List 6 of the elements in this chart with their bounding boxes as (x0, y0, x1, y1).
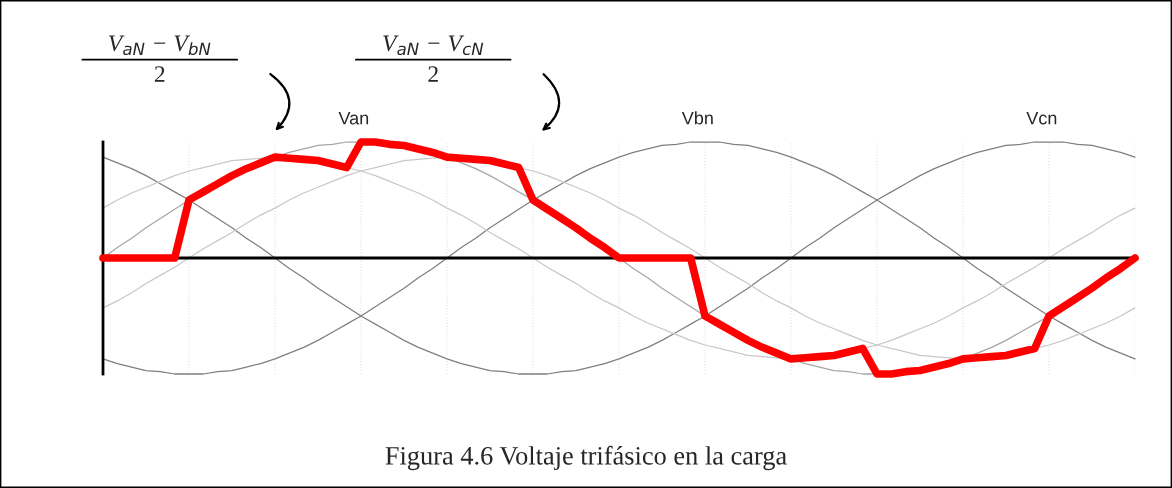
text: Figura 4.6 Voltaje trifásico en la carga (385, 445, 787, 471)
series-label: Van (338, 111, 369, 125)
series-label: Vbn (681, 111, 713, 125)
text: V$_{aN}$ − V$_{bN}$ 2 (109, 35, 211, 82)
text: V$_{aN}$ − V$_{cN}$ 2 (383, 35, 484, 82)
series-label: Vcn (1026, 111, 1057, 125)
